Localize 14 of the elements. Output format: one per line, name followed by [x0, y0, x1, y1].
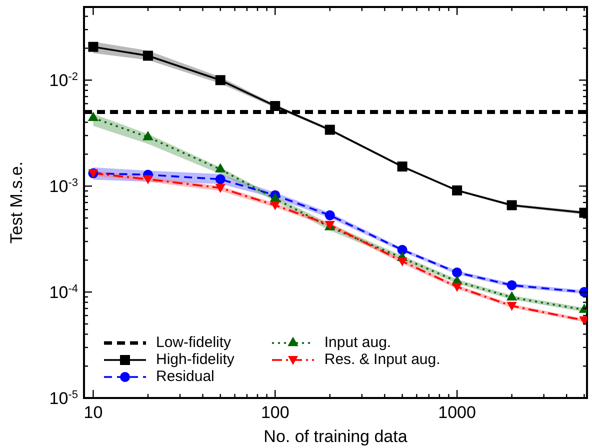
x-tick-label: 1000 [438, 403, 476, 422]
y-axis-title: Test M.s.e. [7, 161, 26, 244]
x-axis-title: No. of training data [264, 427, 408, 446]
legend-label: High-fidelity [156, 351, 234, 368]
x-tick-label: 10 [84, 403, 103, 422]
y-tick-label: 10$^{-5}$ [49, 389, 78, 408]
x-tick-label: 100 [260, 403, 290, 422]
legend-label: Low-fidelity [156, 334, 232, 351]
legend-label: Input aug. [324, 334, 392, 351]
legend-label: Res. & Input aug. [324, 351, 440, 368]
y-tick-label: 10$^{-4}$ [49, 283, 78, 302]
legend-label: Residual [156, 368, 214, 385]
y-tick-label: 10$^{-3}$ [49, 177, 78, 196]
y-tick-label: 10$^{-2}$ [49, 71, 78, 90]
